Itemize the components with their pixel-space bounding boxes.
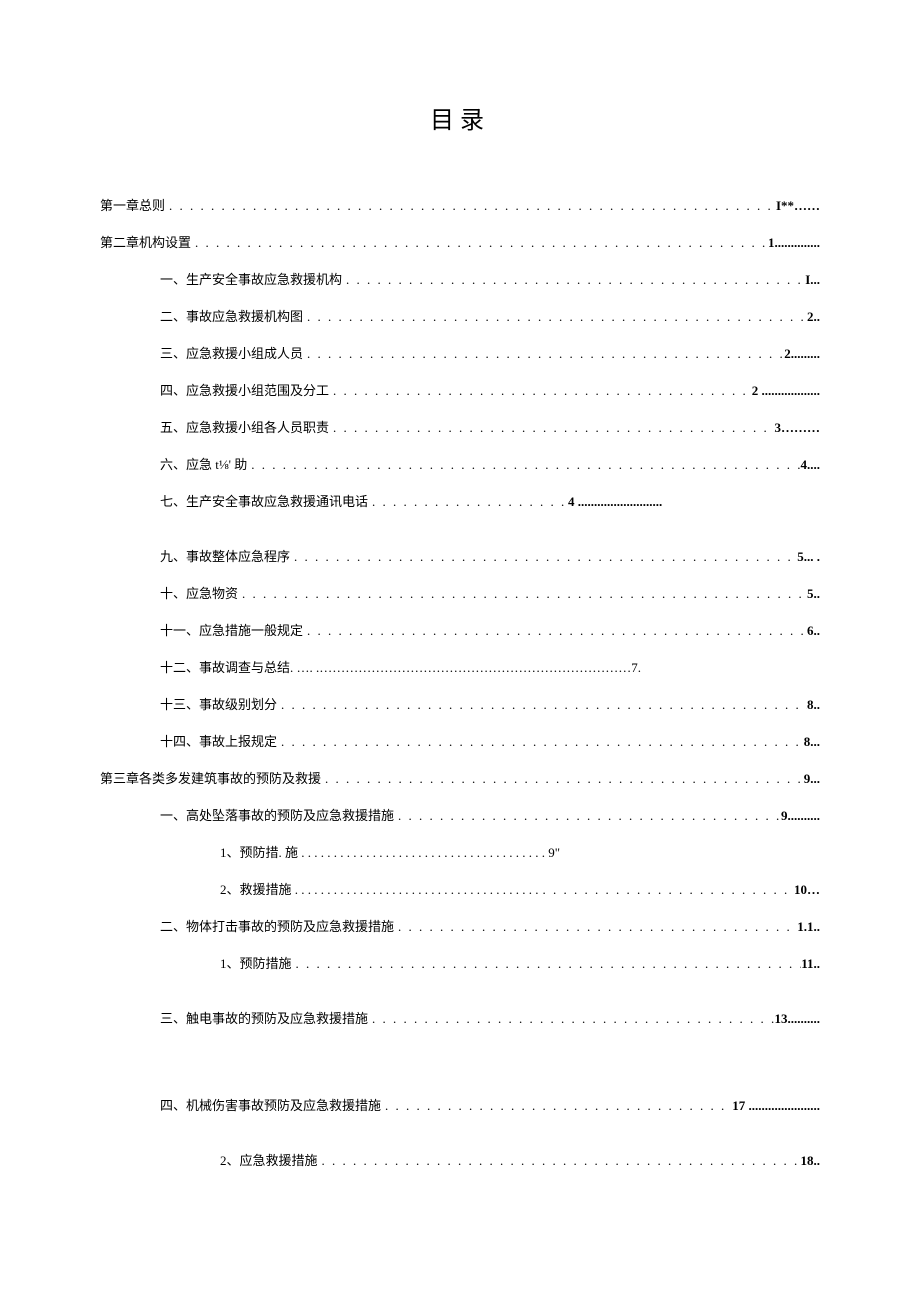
toc-dots: . . . . . . . . . . . . . . . . . . . . … xyxy=(321,771,804,787)
toc-page: 9.......... xyxy=(781,808,820,824)
toc-entry: 四、应急救援小组范围及分工. . . . . . . . . . . . . .… xyxy=(100,380,820,399)
toc-entry: 四、机械伤害事故预防及应急救援措施. . . . . . . . . . . .… xyxy=(100,1095,820,1114)
toc-label: 十、应急物资 xyxy=(160,583,238,602)
toc-entry: 十、应急物资. . . . . . . . . . . . . . . . . … xyxy=(100,583,820,602)
toc-page: 6.. xyxy=(807,623,820,639)
toc-label: 四、机械伤害事故预防及应急救援措施 xyxy=(160,1095,381,1114)
toc-page: 2.. xyxy=(807,309,820,325)
table-of-contents: 第一章总则. . . . . . . . . . . . . . . . . .… xyxy=(100,195,820,1169)
toc-dots: . . . . . . . . . . . . . . . . . . . . … xyxy=(238,586,807,602)
toc-label: 十三、事故级别划分 xyxy=(160,694,277,713)
toc-page: 8.. xyxy=(807,697,820,713)
toc-page: 13.......... xyxy=(775,1011,821,1027)
toc-entry: 第三章各类多发建筑事故的预防及救援. . . . . . . . . . . .… xyxy=(100,768,820,787)
toc-entry: 二、事故应急救援机构图. . . . . . . . . . . . . . .… xyxy=(100,306,820,325)
toc-dots: . . . . . . . . . . . . . . . . . . . . … xyxy=(329,420,774,436)
toc-label: 1、预防措施 xyxy=(220,953,292,972)
toc-label: 四、应急救援小组范围及分工 xyxy=(160,380,329,399)
toc-label: 三、触电事故的预防及应急救援措施 xyxy=(160,1008,368,1027)
toc-label: 一、高处坠落事故的预防及应急救援措施 xyxy=(160,805,394,824)
toc-page: 5... . xyxy=(797,549,820,565)
toc-page: 1.............. xyxy=(768,235,820,251)
toc-page: 2......... xyxy=(784,346,820,362)
toc-dots: . . . . . . . . . . . . . . . . . . . . … xyxy=(394,808,781,824)
toc-label: 七、生产安全事故应急救援通讯电话 xyxy=(160,491,368,510)
toc-page: 4.... xyxy=(801,457,821,473)
toc-dots: . . . . . . . . . . . . . . . . . . . . … xyxy=(381,1098,732,1114)
toc-entry: 二、物体打击事故的预防及应急救援措施. . . . . . . . . . . … xyxy=(100,916,820,935)
toc-dots: . . . . . . . . . . . . . . . . . . . . … xyxy=(303,623,807,639)
toc-entry: 一、高处坠落事故的预防及应急救援措施. . . . . . . . . . . … xyxy=(100,805,820,824)
toc-dots: . . . . . . . . . . . . . . . . . . . . … xyxy=(329,383,752,399)
toc-entry: 七、生产安全事故应急救援通讯电话. . . . . . . . . . . . … xyxy=(100,491,820,510)
toc-label: 十四、事故上报规定 xyxy=(160,731,277,750)
toc-label: 1、预防措. 施 . . . . . . . . . . . . . . . .… xyxy=(220,842,560,861)
toc-page: 18.. xyxy=(801,1153,821,1169)
toc-label: 十一、应急措施一般规定 xyxy=(160,620,303,639)
toc-entry: 一、生产安全事故应急救援机构. . . . . . . . . . . . . … xyxy=(100,269,820,288)
toc-label: 十二、事故调查与总结. …. .………………………………………………………………… xyxy=(160,657,641,676)
toc-label: 五、应急救援小组各人员职责 xyxy=(160,417,329,436)
toc-dots: . . . . . . . . . . . . . . . . . . . . … xyxy=(165,198,776,214)
toc-label: 2、应急救援措施 xyxy=(220,1150,318,1169)
toc-page: I**…… xyxy=(776,198,820,214)
toc-dots: . . . . . . . . . . . . . . . . . . . . … xyxy=(191,235,768,251)
toc-entry: 五、应急救援小组各人员职责. . . . . . . . . . . . . .… xyxy=(100,417,820,436)
toc-label: 第二章机构设置 xyxy=(100,232,191,251)
toc-page: 4 .......................... xyxy=(568,494,662,510)
toc-dots: . . . . . . . . . . . . . . . . . . . . … xyxy=(247,457,800,473)
toc-entry: 三、触电事故的预防及应急救援措施. . . . . . . . . . . . … xyxy=(100,1008,820,1027)
toc-entry: 1、预防措施. . . . . . . . . . . . . . . . . … xyxy=(100,953,820,972)
toc-entry: 第二章机构设置. . . . . . . . . . . . . . . . .… xyxy=(100,232,820,251)
toc-dots: . . . . . . . . . . . . . . . . . . . . … xyxy=(292,956,802,972)
toc-entry: 十四、事故上报规定. . . . . . . . . . . . . . . .… xyxy=(100,731,820,750)
toc-label: 二、物体打击事故的预防及应急救援措施 xyxy=(160,916,394,935)
toc-label: 2、救援措施 . . . . . . . . . . . . . . . . .… xyxy=(220,879,539,898)
toc-label: 第一章总则 xyxy=(100,195,165,214)
toc-dots: . . . . . . . . . . . . . . . . . . . . … xyxy=(368,1011,774,1027)
toc-page: 1.1.. xyxy=(797,919,820,935)
toc-label: 三、应急救援小组成人员 xyxy=(160,343,303,362)
page-title: 目录 xyxy=(100,100,820,135)
toc-label: 一、生产安全事故应急救援机构 xyxy=(160,269,342,288)
toc-label: 第三章各类多发建筑事故的预防及救援 xyxy=(100,768,321,787)
toc-page: 10… xyxy=(794,882,820,898)
toc-dots: . . . . . . . . . . . . . . . . . . . . … xyxy=(277,734,804,750)
toc-entry: 十三、事故级别划分. . . . . . . . . . . . . . . .… xyxy=(100,694,820,713)
toc-entry: 十一、应急措施一般规定. . . . . . . . . . . . . . .… xyxy=(100,620,820,639)
toc-page: I... xyxy=(805,272,820,288)
toc-entry: 十二、事故调查与总结. …. .………………………………………………………………… xyxy=(100,657,820,676)
toc-entry: 六、应急 t⅛' 助. . . . . . . . . . . . . . . … xyxy=(100,454,820,473)
toc-label: 九、事故整体应急程序 xyxy=(160,546,290,565)
toc-page: 2 .................. xyxy=(752,383,820,399)
toc-page: 17 ...................... xyxy=(732,1098,820,1114)
toc-entry: 2、救援措施 . . . . . . . . . . . . . . . . .… xyxy=(100,879,820,898)
toc-dots: . . . . . . . . . . . . . . . . . . . . … xyxy=(290,549,797,565)
toc-entry: 三、应急救援小组成人员. . . . . . . . . . . . . . .… xyxy=(100,343,820,362)
toc-label: 二、事故应急救援机构图 xyxy=(160,306,303,325)
toc-dots: . . . . . . . . . . . . . . . . . . . . … xyxy=(342,272,805,288)
toc-entry: 第一章总则. . . . . . . . . . . . . . . . . .… xyxy=(100,195,820,214)
toc-label: 六、应急 t⅛' 助 xyxy=(160,454,247,473)
toc-dots: . . . . . . . . . . . . . . . . . . . . … xyxy=(277,697,807,713)
toc-page: 8... xyxy=(804,734,820,750)
toc-dots: . . . . . . . . . . . . . . . . . . . . … xyxy=(303,346,784,362)
toc-dots: . . . . . . . . . . . . . . . . . . . . … xyxy=(368,494,568,510)
toc-page: 9... xyxy=(804,771,820,787)
toc-dots: . . . . . . . . . . . . . . . . . . . . … xyxy=(394,919,797,935)
toc-page: 11.. xyxy=(801,956,820,972)
toc-dots: . . . . . . . . . . . . . . . . . . . . … xyxy=(303,309,807,325)
toc-page: 3……… xyxy=(775,420,821,436)
toc-entry: 1、预防措. 施 . . . . . . . . . . . . . . . .… xyxy=(100,842,820,861)
toc-dots: . . . . . . . . . . . . . . . . . . . . … xyxy=(318,1153,801,1169)
toc-entry: 2、应急救援措施. . . . . . . . . . . . . . . . … xyxy=(100,1150,820,1169)
toc-page: 5.. xyxy=(807,586,820,602)
toc-dots: . . . . . . . . . . . . . . . . . . . . … xyxy=(539,882,794,898)
toc-entry: 九、事故整体应急程序. . . . . . . . . . . . . . . … xyxy=(100,546,820,565)
